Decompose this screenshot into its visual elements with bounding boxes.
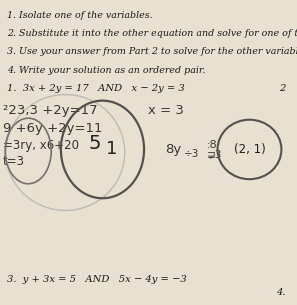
Text: 2: 2 xyxy=(279,84,285,93)
Text: 5: 5 xyxy=(88,134,101,153)
Text: 9 +6y +2y=11: 9 +6y +2y=11 xyxy=(3,122,102,135)
Text: 1.  3x + 2y = 17   AND   x − 2y = 3: 1. 3x + 2y = 17 AND x − 2y = 3 xyxy=(7,84,185,93)
Text: 4. Write your solution as an ordered pair.: 4. Write your solution as an ordered pai… xyxy=(7,66,206,75)
Text: x = 3: x = 3 xyxy=(148,104,184,117)
Text: =3ry, x6+20: =3ry, x6+20 xyxy=(3,139,79,152)
Text: ²23,3 +2y=17: ²23,3 +2y=17 xyxy=(3,104,98,117)
Text: (2, 1): (2, 1) xyxy=(234,143,265,156)
Text: 1. Isolate one of the variables.: 1. Isolate one of the variables. xyxy=(7,11,153,20)
Text: t=3: t=3 xyxy=(3,155,25,168)
Text: 3. Use your answer from Part 2 to solve for the other variabl: 3. Use your answer from Part 2 to solve … xyxy=(7,47,297,56)
Text: 3.  y + 3x = 5   AND   5x − 4y = −3: 3. y + 3x = 5 AND 5x − 4y = −3 xyxy=(7,275,187,284)
Text: ⋥3: ⋥3 xyxy=(206,149,222,160)
Text: 8y: 8y xyxy=(165,143,181,156)
Text: 4.: 4. xyxy=(276,288,285,297)
Text: 2. Substitute it into the other equation and solve for one of th: 2. Substitute it into the other equation… xyxy=(7,29,297,38)
Text: 1: 1 xyxy=(106,140,117,159)
Text: :8: :8 xyxy=(206,140,217,150)
Text: ÷3: ÷3 xyxy=(184,149,200,159)
